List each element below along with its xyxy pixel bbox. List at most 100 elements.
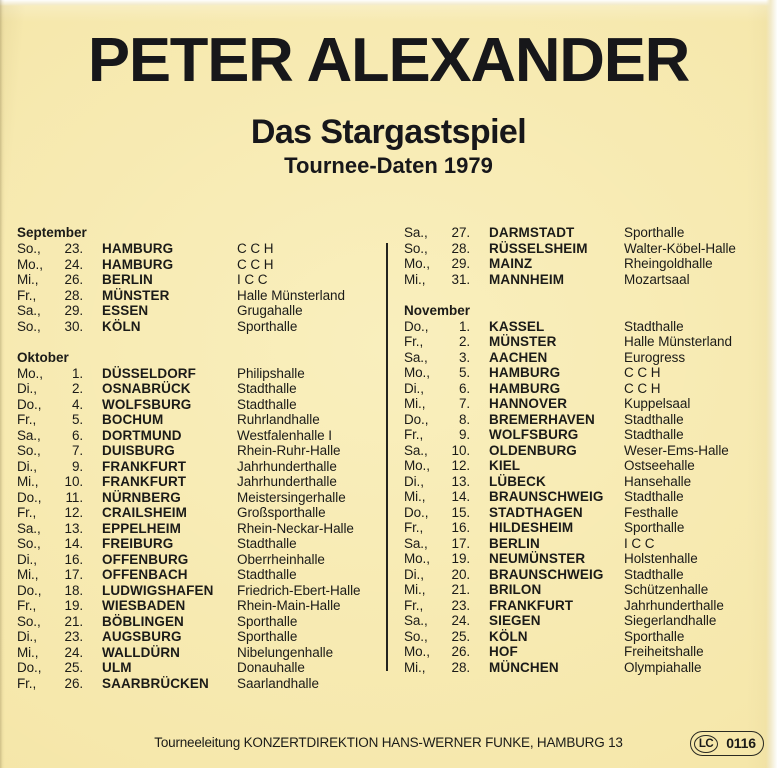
date-day: Mi., <box>404 396 426 411</box>
date-city: KASSEL <box>489 318 545 334</box>
date-city: KÖLN <box>102 318 141 334</box>
date-city: OSNABRÜCK <box>102 381 191 396</box>
date-number: 12. <box>451 458 471 473</box>
date-venue: Stadthalle <box>624 489 684 504</box>
date-venue: Stadthalle <box>237 567 297 582</box>
date-number: 7. <box>458 396 470 411</box>
date-venue: Sporthalle <box>237 613 298 629</box>
date-day: Mo., <box>404 256 430 271</box>
date-day: Fr., <box>404 427 424 442</box>
date-city: BRAUNSCHWEIG <box>489 566 604 582</box>
date-day: Fr., <box>17 287 37 303</box>
date-day: So., <box>17 443 41 458</box>
date-day: So., <box>17 318 41 334</box>
tour-date-row: Fr., 2. MÜNSTER Halle Münsterland <box>404 334 764 350</box>
tour-date-row: Mo., 12. KIEL Ostseehalle <box>404 458 764 474</box>
date-venue: Sporthalle <box>624 225 685 240</box>
date-number: 27. <box>451 225 471 240</box>
tour-date-row: Fr., 9. WOLFSBURG Stadthalle <box>404 427 764 443</box>
date-day: Mi., <box>17 644 39 660</box>
date-number: 5. <box>71 412 83 427</box>
month-spacer <box>404 287 764 303</box>
date-number: 9. <box>458 427 470 442</box>
date-venue: C C H <box>624 380 661 396</box>
date-venue: Rheingoldhalle <box>624 256 713 271</box>
date-venue: Stadthalle <box>237 396 297 412</box>
date-city: MÜNSTER <box>489 334 557 349</box>
date-city: DUISBURG <box>102 443 175 458</box>
date-venue: Stadthalle <box>624 427 684 442</box>
date-venue: Stadthalle <box>624 318 684 334</box>
date-venue: Schützenhalle <box>624 582 709 597</box>
date-number: 8. <box>458 411 470 427</box>
date-day: Sa., <box>17 427 41 443</box>
date-venue: Rhein-Main-Halle <box>237 598 341 613</box>
tour-date-row: Fr., 12. CRAILSHEIM Großsporthalle <box>17 505 377 521</box>
tour-date-row: Mo., 24. HAMBURG C C H <box>17 257 377 273</box>
date-city: HAMBURG <box>102 256 174 272</box>
date-day: Sa., <box>404 613 428 628</box>
tour-dates-column-right: Sa., 27. DARMSTADT Sporthalle So., 28. RÜSSELS… <box>404 225 764 675</box>
date-number: 30. <box>64 318 84 334</box>
date-venue: Friedrich-Ebert-Halle <box>237 582 361 598</box>
label-code-badge: LC 0116 <box>690 731 764 756</box>
date-day: Di., <box>17 629 37 644</box>
date-city: OFFENBACH <box>102 567 188 582</box>
date-venue: Grugahalle <box>237 303 303 318</box>
tour-date-row: Mi., 7. HANNOVER Kuppelsaal <box>404 396 764 412</box>
date-venue: Westfalenhalle I <box>237 427 333 443</box>
tour-date-row: Di., 16. OFFENBURG Oberrheinhalle <box>17 552 377 568</box>
scan-edge-left <box>0 0 5 768</box>
date-day: Sa., <box>404 535 428 551</box>
date-day: Di., <box>404 380 424 396</box>
date-day: Do., <box>404 318 429 334</box>
date-venue: Meistersingerhalle <box>237 489 346 505</box>
date-number: 28. <box>451 240 471 256</box>
date-city: SAARBRÜCKEN <box>102 675 209 691</box>
date-city: OFFENBURG <box>102 551 189 567</box>
tour-subtitle: Tournee-Daten 1979 <box>284 152 493 178</box>
date-day: Mo., <box>404 458 430 473</box>
date-city: KIEL <box>489 458 521 473</box>
date-city: BERLIN <box>489 535 540 551</box>
tour-date-row: Fr., 16. HILDESHEIM Sporthalle <box>404 520 764 536</box>
date-day: Mi., <box>404 582 426 597</box>
date-day: So., <box>404 240 428 256</box>
date-number: 31. <box>451 271 471 287</box>
date-city: DÜSSELDORF <box>102 365 197 381</box>
tour-date-row: Di., 9. FRANKFURT Jahrhunderthalle <box>17 459 377 475</box>
date-city: OLDENBURG <box>489 442 577 458</box>
date-number: 24. <box>64 644 84 660</box>
date-number: 16. <box>451 520 471 535</box>
date-venue: Jahrhunderthalle <box>237 458 337 474</box>
date-city: HAMBURG <box>102 241 174 256</box>
date-venue: Festhalle <box>624 504 679 520</box>
date-day: Mo., <box>404 365 430 380</box>
date-venue: Stadthalle <box>237 381 297 396</box>
date-venue: I C C <box>237 272 268 287</box>
date-number: 2. <box>458 334 470 349</box>
date-venue: Jahrhunderthalle <box>237 474 337 489</box>
date-venue: Walter-Köbel-Halle <box>624 240 736 256</box>
date-number: 29. <box>451 256 471 271</box>
date-city: BOCHUM <box>102 412 164 427</box>
tour-date-row: So., 28. RÜSSELSHEIM Walter-Köbel-Halle <box>404 241 764 257</box>
date-city: BERLIN <box>102 272 153 287</box>
tour-date-row: So., 14. FREIBURG Stadthalle <box>17 536 377 552</box>
tour-date-row: Sa., 24. SIEGEN Siegerlandhalle <box>404 613 764 629</box>
tour-date-row: Fr., 28. MÜNSTER Halle Münsterland <box>17 288 377 304</box>
date-venue: Saarlandhalle <box>237 675 319 691</box>
date-number: 10. <box>451 442 471 458</box>
date-city: NÜRNBERG <box>102 489 181 505</box>
date-venue: Sporthalle <box>624 520 685 535</box>
date-number: 21. <box>451 582 471 597</box>
tour-date-row: Do., 11. NÜRNBERG Meistersingerhalle <box>17 490 377 506</box>
date-city: ULM <box>102 660 132 675</box>
tour-dates-listing: September So., 23. HAMBURG C C H Mo., 24. HAMBU… <box>0 225 777 691</box>
date-number: 23. <box>64 241 84 256</box>
date-day: Di., <box>17 458 37 474</box>
month-heading: November <box>404 302 471 318</box>
date-venue: Donauhalle <box>237 660 305 675</box>
date-day: Mi., <box>404 271 426 287</box>
tour-date-row: Fr., 23. FRANKFURT Jahrhunderthalle <box>404 598 764 614</box>
